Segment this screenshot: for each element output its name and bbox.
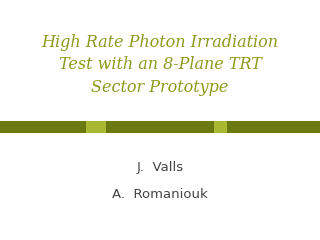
- Bar: [214, 121, 227, 133]
- Bar: [86, 121, 106, 133]
- Bar: [0, 121, 86, 133]
- Text: A.  Romaniouk: A. Romaniouk: [112, 188, 208, 201]
- Bar: [106, 121, 214, 133]
- Bar: [227, 121, 320, 133]
- Text: High Rate Photon Irradiation
Test with an 8-Plane TRT
Sector Prototype: High Rate Photon Irradiation Test with a…: [42, 34, 278, 96]
- Text: J.  Valls: J. Valls: [136, 162, 184, 174]
